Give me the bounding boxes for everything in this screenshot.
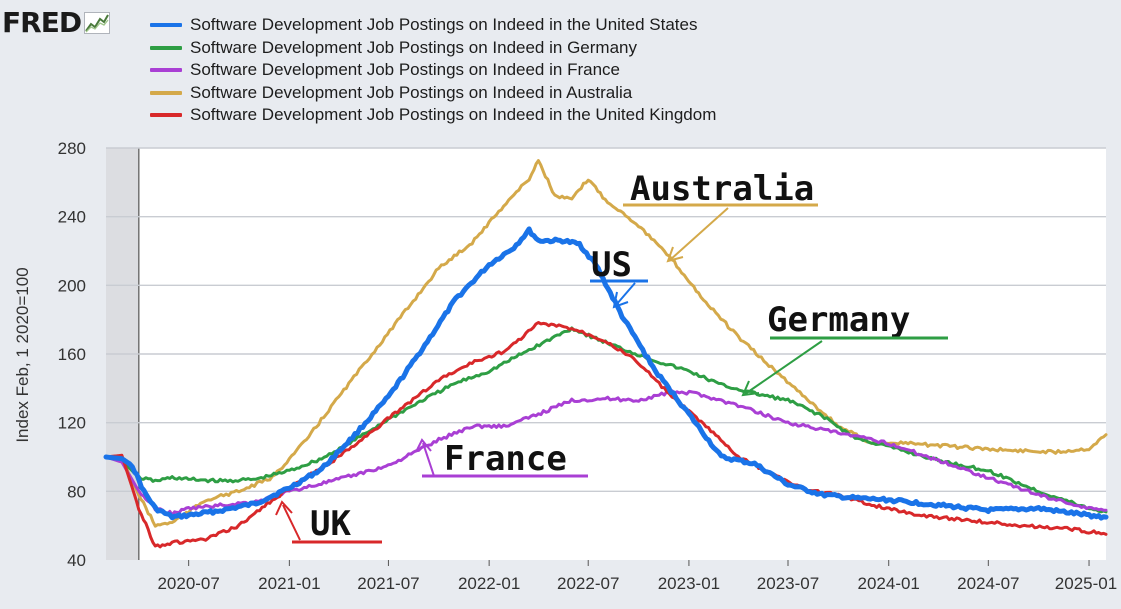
- legend-item-germany[interactable]: Software Development Job Postings on Ind…: [150, 37, 716, 60]
- annotation-arrowhead: [666, 246, 684, 263]
- legend-label: Software Development Job Postings on Ind…: [190, 60, 620, 80]
- legend-swatch: [150, 113, 182, 118]
- chart-logo-icon: [84, 12, 111, 34]
- annotation-arrow: [615, 282, 636, 306]
- annotation-australia: Australia: [630, 169, 814, 209]
- annotation-germany: Germany: [767, 300, 910, 340]
- annotation-us: US: [591, 245, 632, 285]
- x-tick-label: 2023-07: [757, 574, 819, 593]
- y-tick-label: 200: [58, 276, 86, 295]
- annotation-arrowhead: [741, 380, 760, 397]
- legend-item-france[interactable]: Software Development Job Postings on Ind…: [150, 59, 716, 82]
- legend-swatch: [150, 68, 182, 73]
- annotation-arrow: [744, 340, 823, 395]
- y-tick-label: 120: [58, 414, 86, 433]
- annotation-arrow: [422, 442, 435, 477]
- annotation-france: France: [444, 439, 567, 479]
- legend-swatch: [150, 23, 182, 28]
- annotation-arrow: [282, 504, 301, 541]
- series-line-3: [104, 159, 1108, 528]
- legend-item-uk[interactable]: Software Development Job Postings on Ind…: [150, 104, 716, 127]
- annotation-arrowhead: [415, 438, 432, 453]
- series-line-4: [104, 321, 1108, 549]
- legend-label: Software Development Job Postings on Ind…: [190, 82, 633, 102]
- y-tick-label: 160: [58, 345, 86, 364]
- x-tick-label: 2022-01: [458, 574, 520, 593]
- y-tick-label: 280: [58, 139, 86, 158]
- y-tick-label: 240: [58, 208, 86, 227]
- chart-legend: Software Development Job Postings on Ind…: [150, 14, 716, 127]
- series-line-0: [103, 226, 1109, 521]
- legend-swatch: [150, 45, 182, 50]
- logo-text: FRED: [2, 6, 82, 39]
- annotation-uk: UK: [310, 504, 351, 544]
- x-tick-label: 2025-01: [1055, 574, 1117, 593]
- x-tick-label: 2020-07: [157, 574, 219, 593]
- annotation-arrow: [669, 207, 729, 261]
- legend-item-us[interactable]: Software Development Job Postings on Ind…: [150, 14, 716, 37]
- y-tick-label: 80: [67, 482, 86, 501]
- fred-logo[interactable]: FRED: [2, 6, 111, 39]
- legend-item-australia[interactable]: Software Development Job Postings on Ind…: [150, 82, 716, 105]
- y-axis-label: Index Feb, 1 2020=100: [13, 267, 32, 442]
- legend-label: Software Development Job Postings on Ind…: [190, 15, 698, 35]
- x-tick-label: 2021-07: [357, 574, 419, 593]
- legend-label: Software Development Job Postings on Ind…: [190, 105, 717, 125]
- x-tick-label: 2024-01: [858, 574, 920, 593]
- legend-swatch: [150, 90, 182, 95]
- y-tick-label: 40: [67, 551, 86, 570]
- x-tick-label: 2021-01: [258, 574, 320, 593]
- annotation-arrowhead: [275, 500, 293, 516]
- legend-label: Software Development Job Postings on Ind…: [190, 37, 637, 57]
- x-tick-label: 2022-07: [557, 574, 619, 593]
- x-tick-label: 2023-01: [658, 574, 720, 593]
- annotation-arrowhead: [612, 291, 629, 309]
- x-tick-label: 2024-07: [957, 574, 1019, 593]
